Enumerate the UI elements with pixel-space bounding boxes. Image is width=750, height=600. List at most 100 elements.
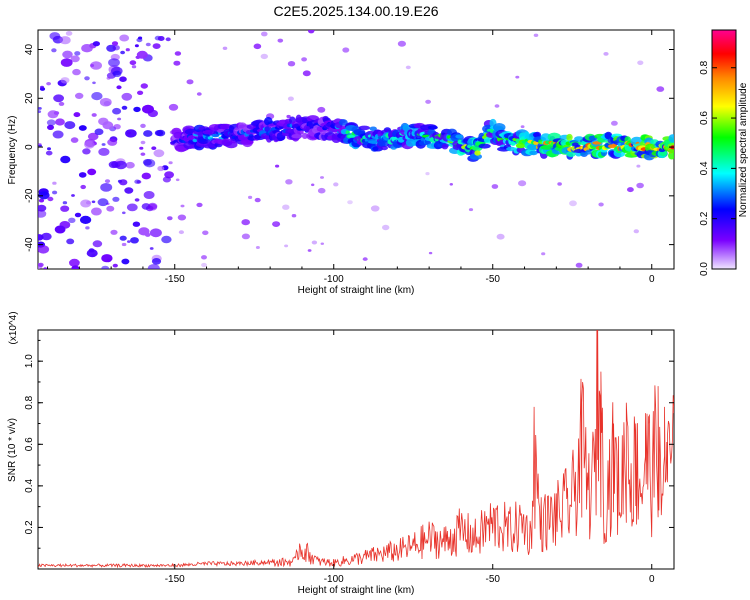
heatmap-cell <box>241 219 250 226</box>
heatmap-cell <box>277 38 284 43</box>
heatmap-cell <box>101 265 110 269</box>
heatmap-cell <box>273 221 278 226</box>
heatmap-cell <box>108 161 119 169</box>
colorbar-axes: 0.0 0.2 0.4 0.6 0.8 <box>699 29 737 276</box>
heatmap-cell <box>136 50 148 59</box>
heatmap-cell <box>174 51 182 56</box>
heatmap-cell <box>168 161 173 165</box>
heatmap-cell <box>66 238 75 245</box>
spectrogram-panel: -150 -100 -50 0 -40 -20 0 20 40 Height of straig… <box>7 29 675 296</box>
heatmap-cell <box>121 242 127 247</box>
heatmap-cell <box>598 202 604 207</box>
heatmap-cell <box>47 196 54 202</box>
heatmap-cell <box>38 234 44 241</box>
heatmap-cell <box>494 104 500 108</box>
heatmap-cell <box>441 143 449 150</box>
heatmap-cell <box>54 225 66 234</box>
heatmap-cell <box>87 168 97 176</box>
snr-ylabel: SNR (10 * v/v) <box>7 418 18 482</box>
heatmap-cell <box>55 118 65 126</box>
heatmap-cell <box>425 172 430 176</box>
heatmap-cell <box>84 76 90 81</box>
heatmap-cell <box>117 117 122 121</box>
heatmap-cell <box>149 247 154 250</box>
heatmap-cell <box>143 130 153 137</box>
heatmap-cell <box>101 254 113 263</box>
heatmap-cell <box>80 215 92 224</box>
heatmap-cell <box>134 44 139 48</box>
heatmap-cell <box>119 235 127 241</box>
heatmap-cell <box>87 132 99 141</box>
heatmap-cell <box>338 119 348 126</box>
heatmap-cell <box>180 204 185 208</box>
heatmap-cell <box>455 134 463 139</box>
heatmap-cell <box>147 109 158 118</box>
heatmap-cell <box>202 130 217 135</box>
heatmap-cell <box>127 131 132 135</box>
heatmap-cell <box>129 60 137 66</box>
heatmap-cell <box>38 245 50 254</box>
heatmap-cell <box>60 58 73 67</box>
heatmap-cell <box>38 110 42 113</box>
heatmap-cell <box>82 148 91 155</box>
heatmap-cell <box>510 141 516 146</box>
heatmap-cell <box>425 99 431 104</box>
chart-title: C2E5.2025.134.00.19.E26 <box>273 3 438 19</box>
heatmap-cell <box>611 120 618 126</box>
heatmap-cell <box>64 121 76 130</box>
heatmap-cell <box>347 200 353 205</box>
heatmap-cell <box>557 182 562 186</box>
heatmap-cell <box>78 125 87 131</box>
heatmap-cell <box>668 134 674 143</box>
heatmap-cell <box>333 182 339 187</box>
y-tick-label: 0 <box>24 144 35 150</box>
colorbar-tick-label: 0.2 <box>699 211 710 225</box>
heatmap-cell <box>97 198 109 207</box>
heatmap-cell <box>667 148 674 154</box>
heatmap-cell <box>52 181 57 185</box>
heatmap-cell <box>656 86 665 92</box>
y-tick-label: 0.8 <box>24 395 35 409</box>
heatmap-cell <box>491 184 499 189</box>
y-tick-label: -20 <box>24 188 35 203</box>
heatmap-cell <box>157 165 165 172</box>
heatmap-cell <box>569 200 577 207</box>
heatmap-cell <box>141 172 151 180</box>
heatmap-cell <box>196 92 202 96</box>
heatmap-cell <box>115 160 127 170</box>
heatmap-cell <box>168 103 179 111</box>
heatmap-cell <box>627 187 634 193</box>
heatmap-cell <box>125 48 130 52</box>
heatmap-cell <box>291 134 303 139</box>
heatmap-cell <box>74 212 82 218</box>
heatmap-cell <box>188 80 193 83</box>
heatmap-cell <box>131 65 137 69</box>
heatmap-cell <box>106 205 115 212</box>
heatmap-cell <box>68 217 76 223</box>
heatmap-cell <box>100 183 113 192</box>
heatmap-cell <box>73 112 81 118</box>
colorbar-tick-label: 0.4 <box>699 161 710 175</box>
heatmap-cell <box>317 106 326 113</box>
heatmap-cell <box>287 96 294 101</box>
heatmap-cell <box>38 209 47 218</box>
heatmap-cell <box>254 197 261 203</box>
heatmap-cell <box>575 262 583 268</box>
heatmap-cell <box>253 43 262 50</box>
heatmap-cell <box>358 125 371 131</box>
heatmap-cell <box>107 138 118 146</box>
heatmap-cell <box>518 180 527 187</box>
heatmap-cell <box>520 125 525 129</box>
heatmap-cell <box>302 70 311 77</box>
heatmap-cell <box>110 229 118 235</box>
heatmap-cell <box>636 182 644 189</box>
heatmap-cell <box>53 111 60 115</box>
colorbar-frame <box>711 29 737 270</box>
heatmap-cell <box>71 194 75 197</box>
heatmap-cell <box>178 230 184 235</box>
y-tick-label: 0.2 <box>24 520 35 534</box>
heatmap-cell <box>668 151 674 160</box>
heatmap-cell <box>111 41 119 46</box>
heatmap-cell <box>149 228 162 238</box>
